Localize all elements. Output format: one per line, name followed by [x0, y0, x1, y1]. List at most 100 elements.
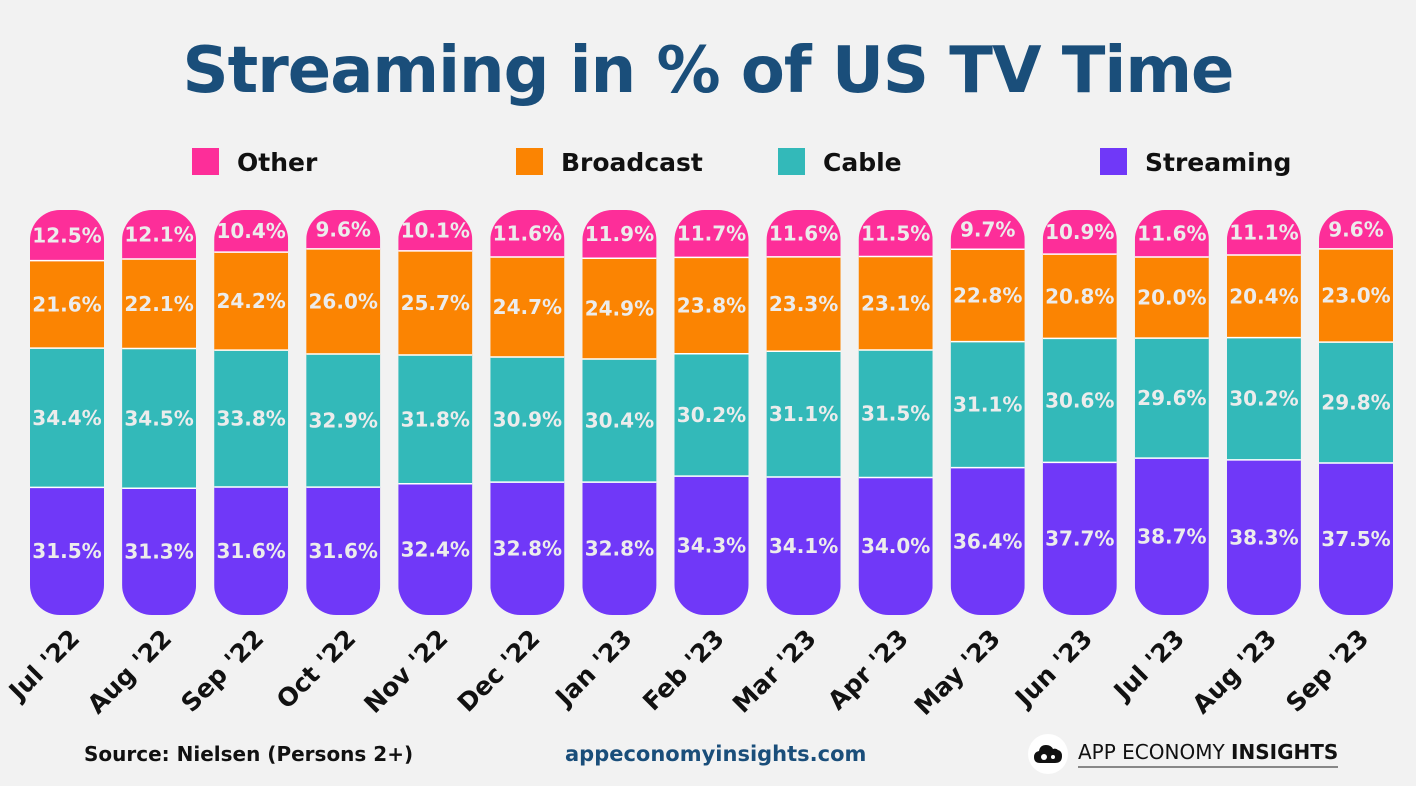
segment-cable — [1226, 337, 1301, 461]
bar-labels-sep-23: 37.5% 29.8% 23.0% 9.6% — [1321, 217, 1390, 551]
data-label-other: 11.7% — [677, 222, 746, 246]
legend-swatch-streaming — [1100, 148, 1127, 175]
data-label-other: 9.7% — [960, 218, 1015, 242]
segment-cable — [674, 353, 749, 477]
data-label-cable: 29.6% — [1137, 386, 1206, 410]
legend-label-other: Other — [237, 148, 318, 177]
x-tick-label: May '23 — [909, 624, 1006, 721]
bar-labels-apr-23: 34.0% 31.5% 23.1% 11.5% — [861, 221, 930, 558]
bar-aug-22 — [122, 210, 197, 615]
data-label-other: 11.6% — [1137, 222, 1206, 246]
segment-other — [214, 210, 289, 253]
data-label-streaming: 32.8% — [585, 537, 654, 561]
bar-nov-22 — [398, 210, 473, 615]
segment-cable — [122, 348, 197, 489]
data-label-broadcast: 23.3% — [769, 292, 838, 316]
data-label-cable: 29.8% — [1321, 391, 1390, 415]
data-label-other: 11.9% — [585, 222, 654, 246]
legend-label-streaming: Streaming — [1145, 148, 1291, 177]
data-label-broadcast: 23.0% — [1321, 284, 1390, 308]
data-label-other: 9.6% — [315, 217, 370, 241]
x-tick-label: Jul '22 — [2, 624, 85, 707]
data-label-broadcast: 24.2% — [216, 289, 285, 313]
bar-labels-feb-23: 34.3% 30.2% 23.8% 11.7% — [677, 222, 746, 558]
segment-cable — [950, 341, 1025, 469]
x-tick-label: Jun '23 — [1008, 624, 1098, 714]
data-label-other: 11.6% — [769, 221, 838, 245]
segment-streaming — [766, 477, 841, 615]
data-label-broadcast: 26.0% — [309, 289, 378, 313]
bar-labels-jul-22: 31.5% 34.4% 21.6% 12.5% — [32, 223, 101, 563]
x-tick-label: Oct '22 — [271, 624, 362, 715]
website-link[interactable]: appeconomyinsights.com — [565, 742, 867, 766]
segment-streaming — [214, 487, 289, 615]
segment-other — [1134, 210, 1209, 258]
segment-streaming — [1319, 462, 1393, 615]
segment-cable — [582, 359, 657, 483]
data-label-streaming: 36.4% — [953, 529, 1022, 553]
data-label-cable: 31.5% — [861, 402, 930, 426]
data-label-broadcast: 25.7% — [401, 291, 470, 315]
x-tick-label: Apr '23 — [822, 624, 914, 716]
data-label-streaming: 32.4% — [401, 537, 470, 561]
bar-sep-22 — [214, 210, 289, 615]
data-label-broadcast: 20.8% — [1045, 284, 1114, 308]
bar-labels-oct-22: 31.6% 32.9% 26.0% 9.6% — [309, 217, 378, 563]
data-label-other: 12.1% — [124, 223, 193, 247]
data-label-cable: 31.1% — [953, 393, 1022, 417]
bars: 31.5% 34.4% 21.6% 12.5% 31.3% 34.5% 22.1% 12.1%… — [30, 210, 1393, 615]
legend-swatch-other — [192, 148, 219, 175]
data-label-broadcast: 21.6% — [32, 292, 101, 316]
segment-broadcast — [766, 256, 841, 352]
bar-labels-sep-22: 31.6% 33.8% 24.2% 10.4% — [216, 219, 285, 563]
segment-other — [30, 210, 104, 262]
data-label-cable: 30.6% — [1045, 388, 1114, 412]
bar-labels-jan-23: 32.8% 30.4% 24.9% 11.9% — [585, 222, 654, 560]
segment-other — [122, 210, 197, 260]
x-tick-label: Feb '23 — [637, 624, 730, 717]
segment-broadcast — [306, 248, 381, 355]
x-tick-label: Dec '22 — [452, 624, 546, 718]
bar-may-23 — [950, 210, 1025, 615]
segment-broadcast — [490, 256, 565, 358]
legend: Other Broadcast Cable Streaming — [192, 148, 1291, 177]
data-label-streaming: 34.3% — [677, 534, 746, 558]
segment-streaming — [306, 487, 381, 615]
segment-streaming — [490, 482, 565, 615]
bar-labels-nov-22: 32.4% 31.8% 25.7% 10.1% — [401, 218, 470, 561]
data-label-streaming: 37.7% — [1045, 527, 1114, 551]
brand-name-bold: INSIGHTS — [1231, 740, 1339, 764]
x-tick-label: Aug '22 — [82, 624, 178, 720]
bar-apr-23 — [858, 210, 933, 615]
x-tick-label: Nov '22 — [358, 624, 453, 719]
cloud-gamepad-icon — [1028, 734, 1068, 774]
x-tick-label: Mar '23 — [727, 624, 822, 719]
data-label-cable: 30.4% — [585, 409, 654, 433]
segment-other — [950, 210, 1025, 250]
segment-streaming — [398, 483, 473, 615]
data-label-broadcast: 24.7% — [493, 295, 562, 319]
data-label-cable: 33.8% — [216, 407, 285, 431]
bar-mar-23 — [766, 210, 841, 615]
segment-other — [1042, 210, 1117, 255]
bar-labels-mar-23: 34.1% 31.1% 23.3% 11.6% — [769, 221, 838, 558]
bar-labels-dec-22: 32.8% 30.9% 24.7% 11.6% — [493, 221, 562, 560]
data-label-cable: 31.8% — [401, 407, 470, 431]
segment-other — [306, 210, 381, 250]
segment-cable — [490, 357, 565, 483]
segment-broadcast — [582, 258, 657, 360]
segment-broadcast — [398, 250, 473, 356]
data-label-other: 11.1% — [1229, 220, 1298, 244]
data-label-streaming: 32.8% — [493, 537, 562, 561]
segment-cable — [1134, 338, 1209, 459]
data-label-streaming: 38.3% — [1229, 525, 1298, 549]
bar-jan-23 — [582, 210, 657, 615]
segment-streaming — [858, 477, 933, 615]
segment-other — [766, 210, 841, 258]
data-label-cable: 30.2% — [677, 403, 746, 427]
brand-name-regular: APP ECONOMY — [1078, 740, 1232, 764]
segment-cable — [1319, 342, 1393, 464]
data-label-broadcast: 22.8% — [953, 283, 1022, 307]
